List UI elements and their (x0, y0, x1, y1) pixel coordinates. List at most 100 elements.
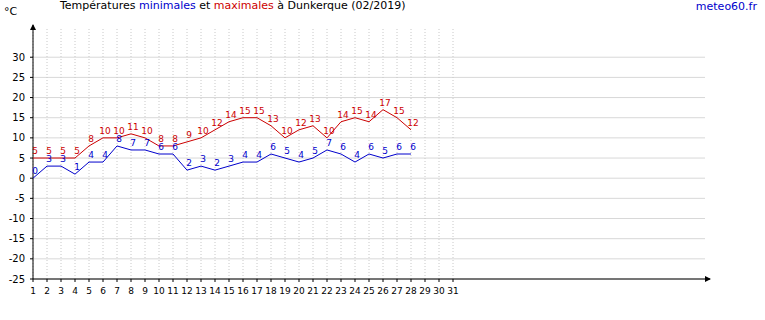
data-label: 7 (130, 138, 136, 148)
x-tick-label: 17 (251, 286, 262, 296)
data-label: 4 (242, 150, 248, 160)
data-label: 10 (323, 126, 335, 136)
data-label: 8 (88, 134, 94, 144)
data-label: 12 (407, 118, 418, 128)
x-tick (397, 279, 398, 282)
title-part: et (196, 0, 214, 12)
grid-line (145, 29, 146, 279)
x-axis (33, 279, 710, 280)
data-label: 2 (186, 158, 192, 168)
x-tick-label: 29 (419, 286, 431, 296)
y-tick (30, 117, 33, 118)
y-tick-label: 20 (12, 92, 25, 103)
y-tick-label: 15 (12, 112, 25, 123)
x-tick (229, 279, 230, 282)
x-tick (61, 279, 62, 282)
data-label: 10 (99, 126, 111, 136)
title-series: maximales (214, 0, 274, 12)
x-tick (201, 279, 202, 282)
x-tick-label: 30 (433, 286, 445, 296)
data-label: 5 (382, 146, 388, 156)
x-tick-label: 28 (405, 286, 417, 296)
title-series: minimales (139, 0, 196, 12)
data-label: 15 (393, 106, 404, 116)
data-label: 6 (410, 142, 416, 152)
x-tick-label: 24 (349, 286, 361, 296)
x-tick-label: 16 (237, 286, 249, 296)
data-label: 13 (309, 114, 320, 124)
x-tick-label: 2 (44, 286, 50, 296)
grid-line (117, 29, 118, 279)
x-tick (453, 279, 454, 282)
x-tick (299, 279, 300, 282)
data-label: 5 (284, 146, 290, 156)
y-tick (30, 198, 33, 199)
data-label: 10 (113, 126, 125, 136)
data-label: 14 (365, 110, 377, 120)
chart: Températures minimales et maximales à Du… (0, 0, 765, 320)
x-tick (103, 279, 104, 282)
data-label: 14 (337, 110, 349, 120)
x-tick (257, 279, 258, 282)
x-tick (131, 279, 132, 282)
x-tick-label: 23 (335, 286, 346, 296)
data-label: 1 (74, 162, 80, 172)
x-tick-label: 8 (128, 286, 134, 296)
data-label: 9 (186, 130, 192, 140)
data-label: 7 (326, 138, 332, 148)
data-label: 8 (172, 134, 178, 144)
grid-line (215, 29, 216, 279)
x-tick-label: 18 (265, 286, 277, 296)
data-label: 4 (256, 150, 262, 160)
x-tick-label: 13 (195, 286, 206, 296)
y-tick-label: -25 (9, 274, 25, 285)
x-tick (145, 279, 146, 282)
data-label: 5 (32, 146, 38, 156)
x-tick (313, 279, 314, 282)
y-tick-label: 10 (12, 132, 25, 143)
x-tick-label: 4 (72, 286, 78, 296)
x-tick (341, 279, 342, 282)
data-label: 13 (267, 114, 278, 124)
title: Températures minimales et maximales à Du… (59, 0, 406, 12)
data-label: 6 (396, 142, 402, 152)
grid-line (131, 29, 132, 279)
x-tick-label: 19 (279, 286, 291, 296)
x-tick-label: 5 (86, 286, 92, 296)
y-tick-label: 25 (12, 72, 25, 83)
x-tick (271, 279, 272, 282)
y-tick (30, 258, 33, 259)
data-label: 8 (158, 134, 164, 144)
data-label: 6 (368, 142, 374, 152)
x-tick (215, 279, 216, 282)
grid-line (33, 198, 705, 199)
data-label: 15 (351, 106, 362, 116)
data-label: 7 (144, 138, 150, 148)
x-tick-label: 22 (321, 286, 332, 296)
x-tick (327, 279, 328, 282)
y-tick (30, 137, 33, 138)
x-tick (117, 279, 118, 282)
x-tick-label: 11 (167, 286, 178, 296)
x-tick-label: 27 (391, 286, 402, 296)
x-tick-label: 26 (377, 286, 389, 296)
x-tick-label: 9 (142, 286, 148, 296)
data-label: 17 (379, 98, 390, 108)
data-label: 10 (197, 126, 209, 136)
x-tick-label: 12 (181, 286, 192, 296)
y-tick (30, 158, 33, 159)
grid-line (453, 29, 454, 279)
grid-line (425, 29, 426, 279)
data-label: 15 (239, 106, 250, 116)
grid-line (33, 97, 705, 98)
grid-line (439, 29, 440, 279)
x-tick (243, 279, 244, 282)
x-tick (89, 279, 90, 282)
x-axis-arrow (705, 276, 711, 282)
title-part: à Dunkerque (02/2019) (274, 0, 406, 12)
data-label: 4 (354, 150, 360, 160)
y-tick-label: 0 (19, 173, 25, 184)
y-tick-label: 30 (12, 52, 25, 63)
y-tick-label: -10 (9, 213, 25, 224)
source: meteo60.fr (696, 0, 758, 13)
